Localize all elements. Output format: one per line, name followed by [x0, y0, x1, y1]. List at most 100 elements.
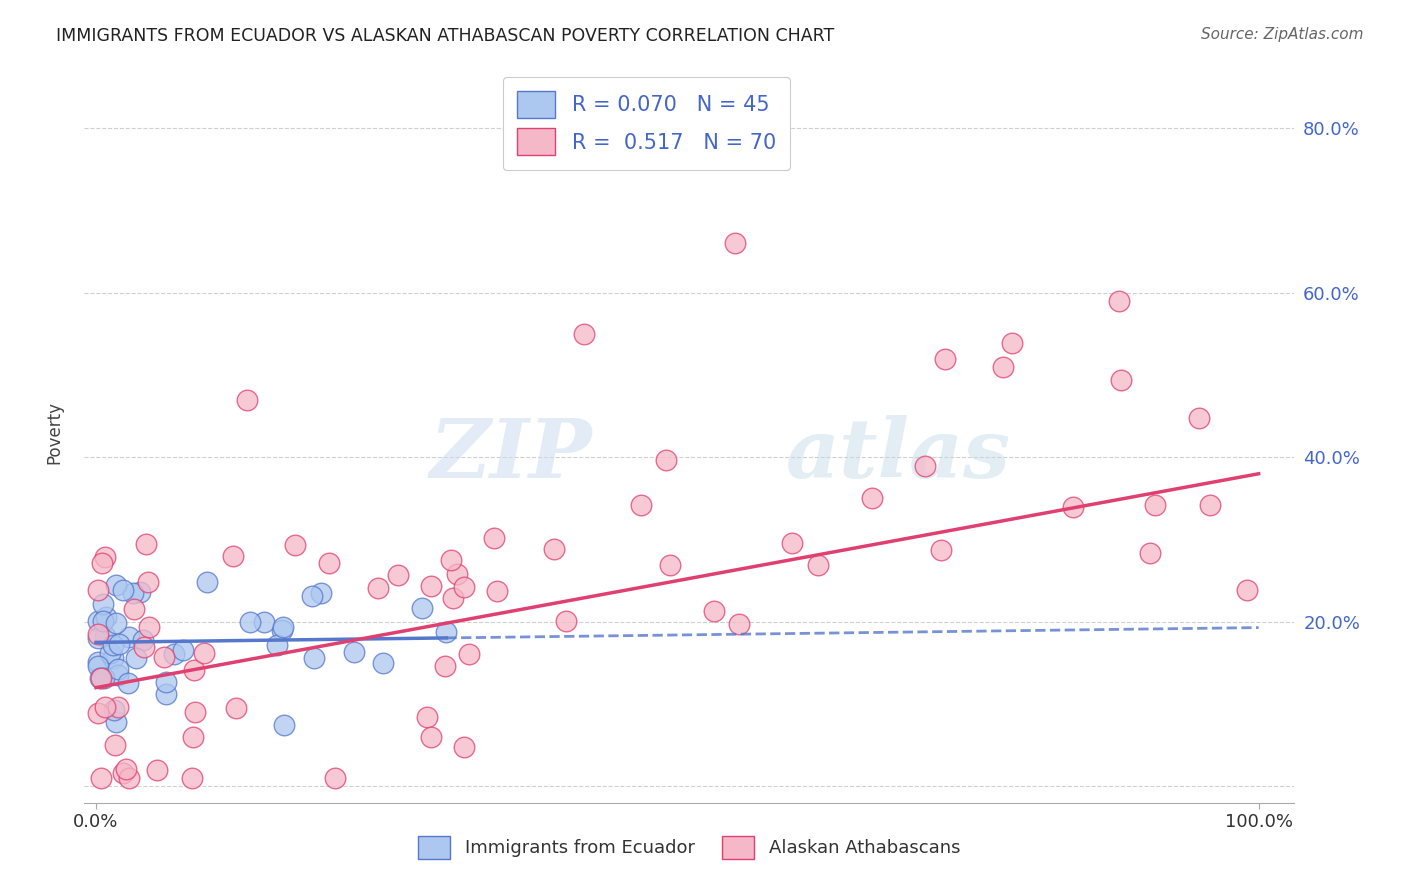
Point: [343, 645, 366, 659]
Point: [367, 581, 389, 595]
Point: [411, 600, 433, 615]
Point: [222, 549, 245, 563]
Point: [163, 647, 186, 661]
Point: [87, 706, 110, 721]
Point: [416, 710, 439, 724]
Point: [1108, 293, 1130, 308]
Point: [107, 668, 129, 682]
Point: [441, 591, 464, 605]
Point: [309, 586, 332, 600]
Point: [104, 615, 127, 630]
Point: [728, 616, 751, 631]
Point: [991, 359, 1014, 374]
Point: [195, 574, 218, 589]
Point: [724, 236, 747, 251]
Point: [90, 771, 112, 785]
Point: [135, 536, 157, 550]
Point: [94, 700, 117, 714]
Point: [453, 580, 475, 594]
Text: IMMIGRANTS FROM ECUADOR VS ALASKAN ATHABASCAN POVERTY CORRELATION CHART: IMMIGRANTS FROM ECUADOR VS ALASKAN ATHAB…: [56, 27, 835, 45]
Point: [482, 531, 505, 545]
Point: [318, 557, 340, 571]
Point: [1109, 373, 1132, 387]
Point: [93, 671, 115, 685]
Point: [807, 558, 830, 572]
Point: [98, 646, 121, 660]
Point: [1001, 336, 1024, 351]
Point: [420, 730, 443, 744]
Point: [703, 604, 725, 618]
Point: [155, 675, 177, 690]
Text: atlas: atlas: [786, 415, 1011, 495]
Point: [146, 763, 169, 777]
Point: [117, 676, 139, 690]
Point: [440, 552, 463, 566]
Point: [125, 651, 148, 665]
Point: [90, 671, 112, 685]
Point: [543, 541, 565, 556]
Point: [301, 589, 323, 603]
Point: [929, 542, 952, 557]
Point: [914, 459, 936, 474]
Point: [1143, 498, 1166, 512]
Point: [118, 630, 141, 644]
Point: [114, 762, 136, 776]
Point: [270, 623, 292, 637]
Point: [94, 629, 117, 643]
Point: [153, 650, 176, 665]
Point: [107, 699, 129, 714]
Point: [193, 646, 215, 660]
Point: [87, 659, 110, 673]
Point: [434, 624, 457, 639]
Point: [630, 498, 652, 512]
Point: [655, 453, 678, 467]
Point: [782, 535, 804, 549]
Point: [132, 640, 155, 654]
Point: [129, 584, 152, 599]
Point: [111, 582, 134, 597]
Y-axis label: Poverty: Poverty: [45, 401, 63, 464]
Point: [434, 658, 457, 673]
Point: [446, 567, 468, 582]
Point: [87, 583, 110, 598]
Point: [934, 351, 956, 366]
Point: [87, 614, 110, 628]
Point: [1188, 410, 1211, 425]
Point: [172, 642, 194, 657]
Point: [136, 574, 159, 589]
Point: [112, 766, 135, 780]
Point: [87, 656, 110, 670]
Point: [155, 687, 177, 701]
Point: [181, 771, 204, 785]
Point: [105, 714, 128, 729]
Legend: Immigrants from Ecuador, Alaskan Athabascans: Immigrants from Ecuador, Alaskan Athabas…: [409, 827, 969, 868]
Point: [236, 392, 259, 407]
Point: [659, 558, 682, 572]
Point: [122, 586, 145, 600]
Point: [117, 771, 139, 785]
Point: [132, 632, 155, 647]
Point: [87, 631, 110, 645]
Point: [860, 491, 883, 505]
Point: [101, 651, 124, 665]
Point: [103, 703, 125, 717]
Point: [89, 672, 111, 686]
Point: [225, 701, 247, 715]
Point: [1199, 498, 1222, 512]
Point: [458, 647, 481, 661]
Point: [373, 657, 395, 671]
Point: [284, 538, 307, 552]
Text: ZIP: ZIP: [430, 415, 592, 495]
Point: [104, 738, 127, 752]
Point: [87, 627, 110, 641]
Point: [94, 610, 117, 624]
Point: [91, 557, 114, 571]
Point: [453, 740, 475, 755]
Point: [555, 615, 578, 629]
Point: [574, 326, 596, 341]
Point: [105, 577, 128, 591]
Point: [91, 597, 114, 611]
Point: [94, 549, 117, 564]
Point: [103, 639, 125, 653]
Point: [387, 568, 409, 582]
